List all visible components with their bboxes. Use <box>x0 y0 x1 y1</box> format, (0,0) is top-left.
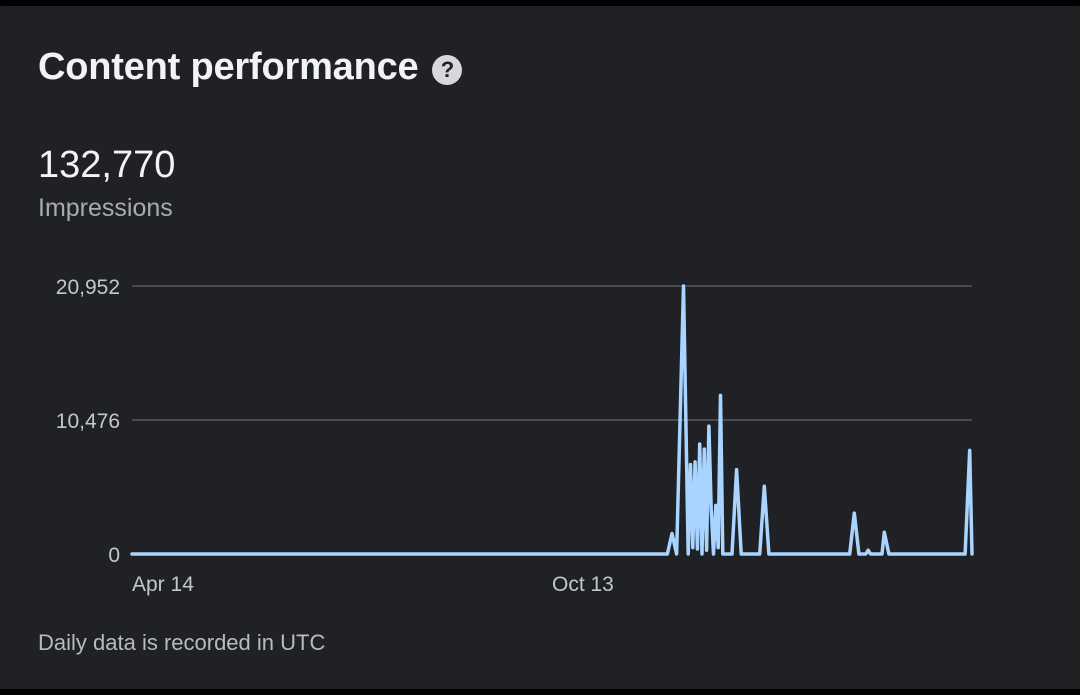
card-title: Content performance <box>38 46 419 88</box>
impressions-series-line <box>130 284 974 556</box>
card-header: Content performance ? <box>38 46 463 89</box>
x-tick-label: Oct 13 <box>552 573 614 596</box>
impressions-line-chart: 20,952 10,476 0 Apr 14 Oct 13 <box>56 276 974 596</box>
y-tick-label: 10,476 <box>56 410 120 433</box>
content-performance-card: Content performance ? 132,770 Impression… <box>0 6 1080 689</box>
y-tick-label: 0 <box>108 544 120 567</box>
help-circle-icon[interactable]: ? <box>432 54 463 85</box>
impressions-value: 132,770 <box>38 144 176 186</box>
utc-footnote: Daily data is recorded in UTC <box>38 630 326 655</box>
y-tick-label: 20,952 <box>56 276 120 299</box>
impressions-label: Impressions <box>38 194 173 222</box>
x-tick-label: Apr 14 <box>132 573 194 596</box>
